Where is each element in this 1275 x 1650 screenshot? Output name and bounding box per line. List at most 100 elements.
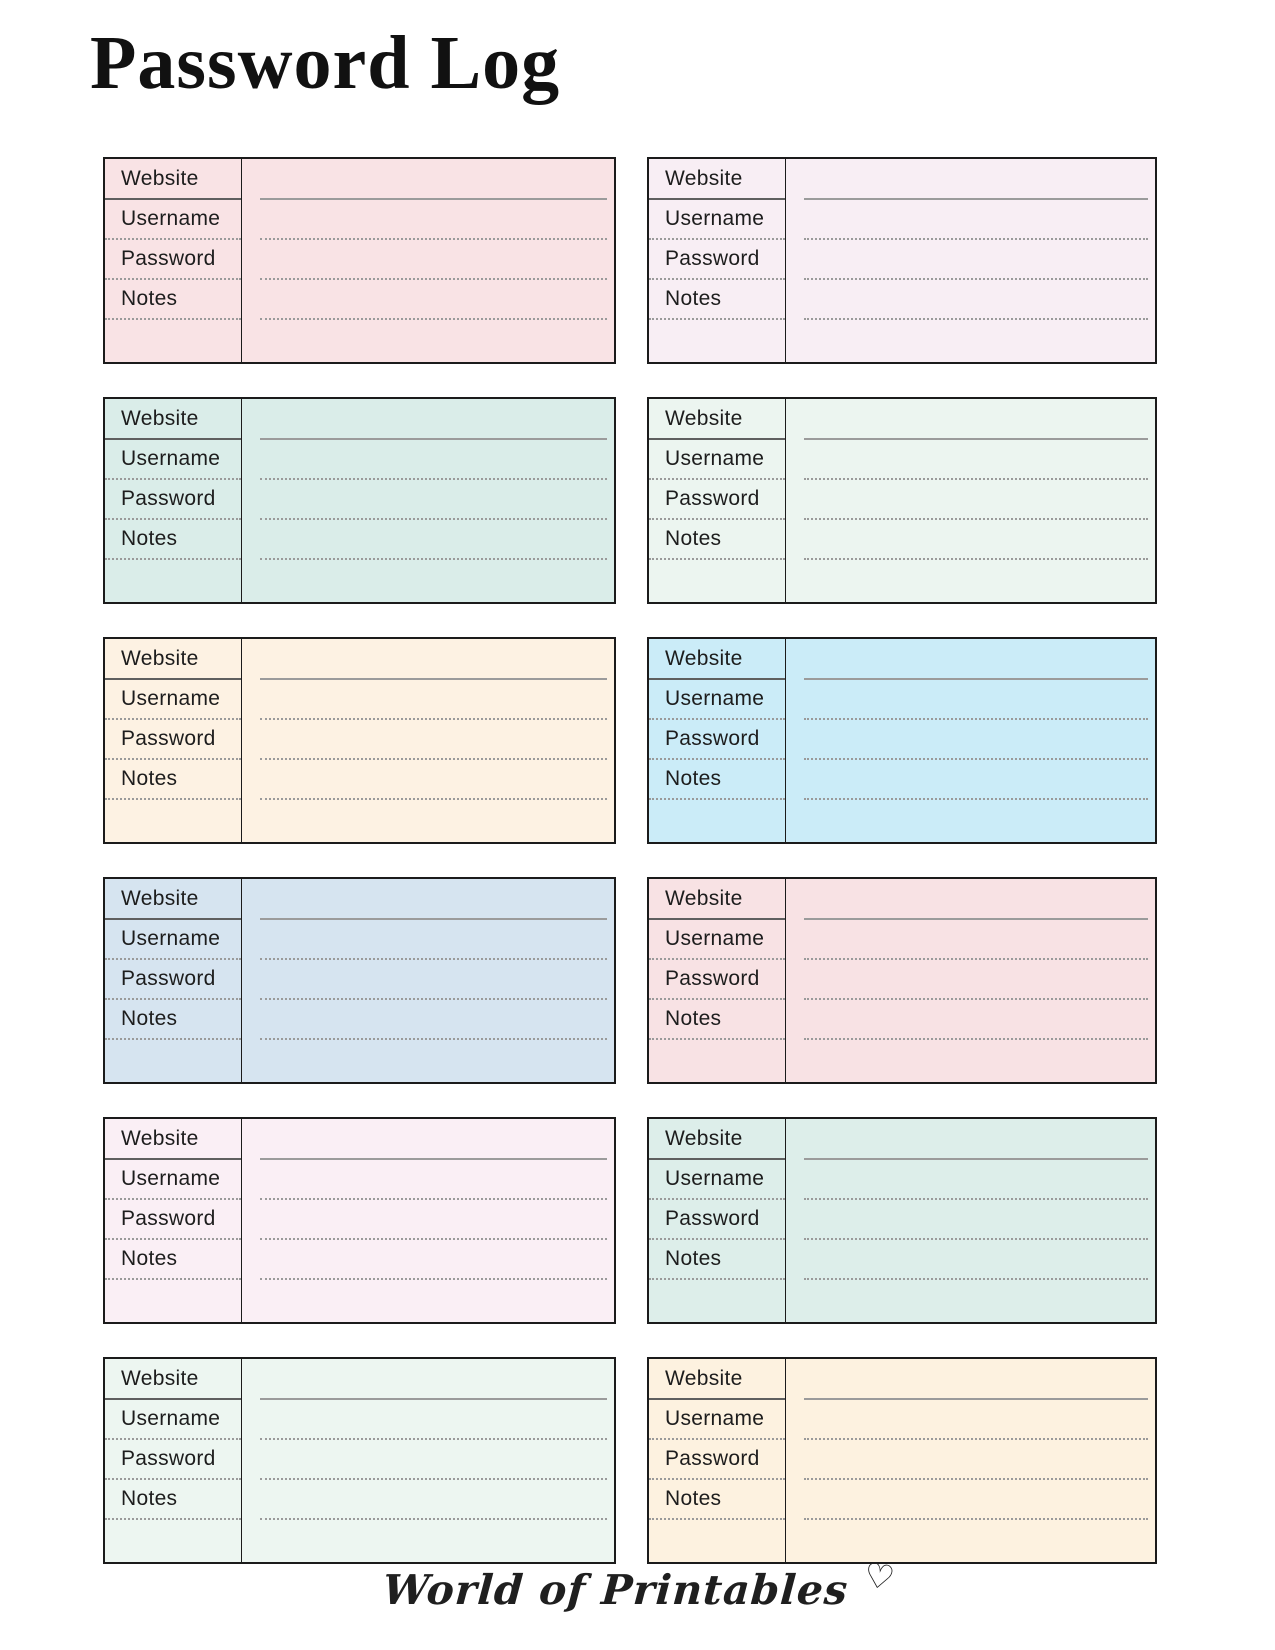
- value-column-spacer: [786, 1280, 1155, 1322]
- website-label: Website: [121, 1126, 199, 1150]
- card-label-column: Website Username Password Notes: [105, 159, 242, 362]
- password-label: Password: [121, 487, 216, 510]
- username-label: Username: [665, 927, 765, 950]
- notes-label: Notes: [665, 527, 722, 550]
- password-label-cell: Password: [649, 480, 785, 520]
- password-write-line: [260, 998, 607, 1000]
- username-field: [786, 200, 1155, 240]
- card-value-column: [242, 1119, 614, 1322]
- password-label: Password: [121, 967, 216, 990]
- password-field: [786, 240, 1155, 280]
- notes-label: Notes: [121, 287, 178, 310]
- value-column-spacer: [242, 1520, 614, 1562]
- password-card-12: Website Username Password Notes: [647, 1357, 1157, 1564]
- notes-write-line: [804, 1518, 1148, 1520]
- value-column-spacer: [786, 1520, 1155, 1562]
- password-label: Password: [121, 1447, 216, 1470]
- password-write-line: [804, 278, 1148, 280]
- label-column-spacer: [649, 320, 785, 362]
- notes-field: [786, 280, 1155, 320]
- username-field: [786, 1400, 1155, 1440]
- notes-label: Notes: [121, 527, 178, 550]
- password-field: [786, 480, 1155, 520]
- password-write-line: [260, 758, 607, 760]
- card-label-column: Website Username Password Notes: [649, 1119, 786, 1322]
- label-column-spacer: [105, 320, 241, 362]
- label-column-spacer: [649, 1520, 785, 1562]
- username-write-line: [260, 1198, 607, 1200]
- username-field: [786, 920, 1155, 960]
- card-value-column: [242, 1359, 614, 1562]
- website-label: Website: [665, 1366, 743, 1390]
- notes-label: Notes: [665, 1007, 722, 1030]
- username-write-line: [260, 1438, 607, 1440]
- password-write-line: [260, 518, 607, 520]
- website-write-line: [260, 198, 607, 200]
- password-field: [786, 960, 1155, 1000]
- notes-label: Notes: [121, 767, 178, 790]
- value-column-spacer: [786, 800, 1155, 842]
- password-card-4: Website Username Password Notes: [647, 397, 1157, 604]
- username-label-cell: Username: [649, 1400, 785, 1440]
- username-label: Username: [121, 207, 221, 230]
- username-label: Username: [121, 927, 221, 950]
- username-write-line: [804, 1198, 1148, 1200]
- username-write-line: [260, 238, 607, 240]
- notes-field: [786, 760, 1155, 800]
- password-card-8: Website Username Password Notes: [647, 877, 1157, 1084]
- notes-field: [242, 1000, 614, 1040]
- notes-field: [786, 1480, 1155, 1520]
- password-label-cell: Password: [649, 960, 785, 1000]
- username-field: [786, 1160, 1155, 1200]
- website-field: [242, 159, 614, 200]
- password-label-cell: Password: [105, 240, 241, 280]
- website-field: [786, 639, 1155, 680]
- notes-field: [786, 1240, 1155, 1280]
- notes-field: [242, 760, 614, 800]
- label-column-spacer: [105, 800, 241, 842]
- website-label: Website: [665, 1126, 743, 1150]
- card-label-column: Website Username Password Notes: [649, 159, 786, 362]
- label-column-spacer: [105, 1280, 241, 1322]
- username-label-cell: Username: [649, 920, 785, 960]
- notes-field: [242, 520, 614, 560]
- card-value-column: [242, 639, 614, 842]
- username-field: [242, 1160, 614, 1200]
- password-label: Password: [665, 487, 760, 510]
- password-label-cell: Password: [105, 1200, 241, 1240]
- website-field: [786, 1119, 1155, 1160]
- password-label-cell: Password: [105, 480, 241, 520]
- website-label: Website: [665, 166, 743, 190]
- notes-write-line: [804, 1038, 1148, 1040]
- website-label-cell: Website: [105, 159, 241, 200]
- card-label-column: Website Username Password Notes: [649, 639, 786, 842]
- notes-label: Notes: [665, 767, 722, 790]
- card-label-column: Website Username Password Notes: [105, 399, 242, 602]
- username-label-cell: Username: [105, 200, 241, 240]
- notes-label-cell: Notes: [649, 280, 785, 320]
- notes-label-cell: Notes: [105, 1480, 241, 1520]
- notes-label: Notes: [665, 1487, 722, 1510]
- username-label-cell: Username: [649, 1160, 785, 1200]
- password-label-cell: Password: [105, 1440, 241, 1480]
- username-label-cell: Username: [649, 680, 785, 720]
- username-write-line: [260, 718, 607, 720]
- value-column-spacer: [242, 320, 614, 362]
- username-field: [242, 440, 614, 480]
- label-column-spacer: [649, 800, 785, 842]
- username-label: Username: [121, 1407, 221, 1430]
- website-field: [786, 1359, 1155, 1400]
- notes-write-line: [260, 558, 607, 560]
- website-label-cell: Website: [649, 1359, 785, 1400]
- card-value-column: [786, 879, 1155, 1082]
- username-write-line: [804, 718, 1148, 720]
- notes-write-line: [804, 798, 1148, 800]
- value-column-spacer: [242, 1280, 614, 1322]
- website-label: Website: [665, 406, 743, 430]
- password-write-line: [804, 758, 1148, 760]
- notes-field: [242, 280, 614, 320]
- password-card-3: Website Username Password Notes: [103, 397, 616, 604]
- password-label: Password: [665, 1207, 760, 1230]
- notes-field: [242, 1240, 614, 1280]
- value-column-spacer: [242, 1040, 614, 1082]
